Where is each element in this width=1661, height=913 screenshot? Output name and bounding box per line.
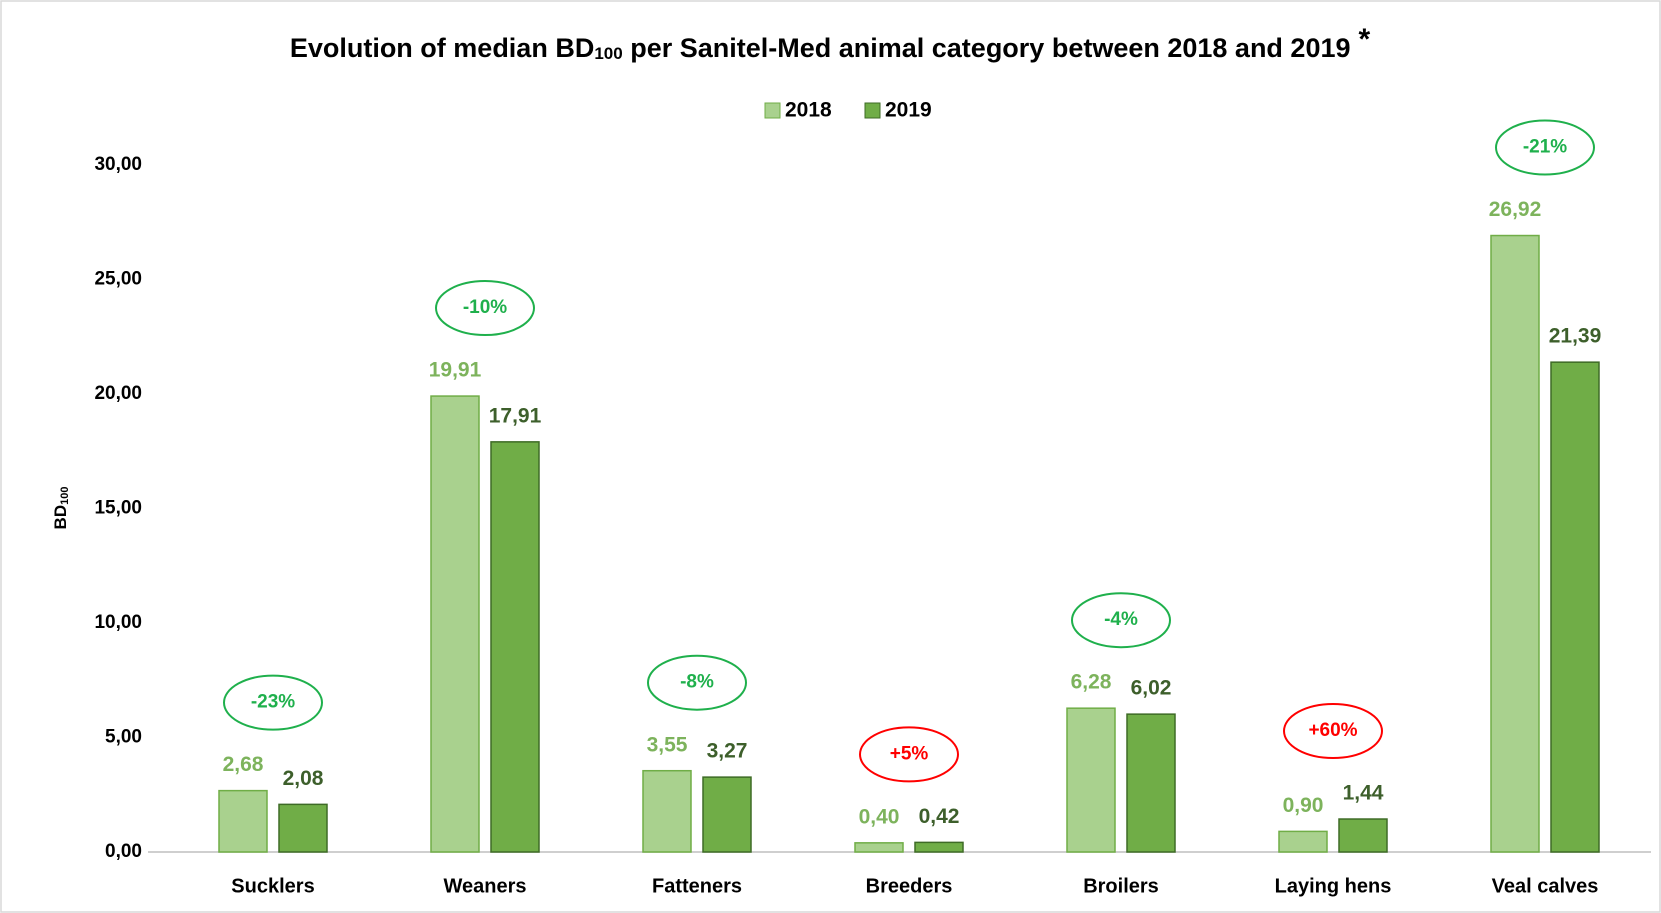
chart-title: Evolution of median BD100 per Sanitel-Me… [290, 23, 1371, 63]
data-label: 6,02 [1131, 677, 1172, 700]
annotation: -4% [1104, 609, 1138, 630]
title-part: * [1359, 23, 1371, 56]
annotation: -8% [680, 672, 714, 693]
bar [1490, 234, 1540, 853]
bar [1066, 707, 1116, 853]
bar [914, 841, 964, 853]
data-label: 17,91 [489, 404, 542, 427]
annotation: +60% [1308, 720, 1357, 741]
x-tick-label: Broilers [1083, 875, 1159, 897]
data-label: 0,40 [859, 805, 900, 828]
y-label-part: BD [51, 505, 70, 530]
bar [218, 789, 268, 853]
bar [854, 842, 904, 853]
bar [430, 395, 480, 853]
bar [278, 803, 328, 853]
annotation: -21% [1523, 137, 1567, 158]
annotation: -23% [251, 692, 295, 713]
data-label: 2,08 [283, 767, 324, 790]
y-tick-label: 0,00 [105, 841, 142, 862]
annotation-oval [1495, 119, 1595, 176]
annotation-oval [859, 726, 959, 783]
x-tick-label: Fatteners [652, 875, 742, 897]
y-axis-label: BD100 [51, 487, 70, 530]
legend-label: 2018 [785, 99, 832, 122]
title-part: Evolution of median BD [290, 33, 595, 63]
annotation-oval [435, 280, 535, 337]
title-part: 100 [594, 44, 622, 63]
annotation: -10% [463, 297, 507, 318]
y-tick-label: 10,00 [94, 612, 142, 633]
y-tick-label: 15,00 [94, 498, 142, 519]
x-tick-label: Breeders [866, 875, 953, 897]
x-tick-label: Veal calves [1492, 875, 1599, 897]
annotation-oval [647, 654, 747, 711]
data-label: 0,42 [919, 805, 960, 828]
bar [1338, 818, 1388, 853]
data-label: 21,39 [1549, 325, 1602, 348]
annotation-oval [1283, 703, 1383, 760]
x-tick-label: Weaners [443, 875, 526, 897]
data-label: 2,68 [223, 753, 264, 776]
bar [1126, 713, 1176, 853]
annotation: +5% [890, 743, 929, 764]
data-label: 26,92 [1489, 198, 1542, 221]
x-tick-label: Sucklers [231, 875, 314, 897]
data-label: 3,27 [707, 740, 748, 763]
bar [490, 441, 540, 853]
data-label: 0,90 [1283, 794, 1324, 817]
y-label-part: 100 [59, 487, 71, 505]
data-label: 6,28 [1071, 671, 1112, 694]
legend-label: 2019 [885, 99, 932, 122]
title-part: per Sanitel-Med animal category between … [623, 33, 1351, 63]
annotation-oval [1071, 592, 1171, 649]
y-tick-label: 30,00 [94, 154, 142, 175]
data-label: 19,91 [429, 359, 482, 382]
y-tick-label: 25,00 [94, 269, 142, 290]
data-label: 3,55 [647, 733, 688, 756]
y-tick-label: 20,00 [94, 383, 142, 404]
bar [1550, 361, 1600, 853]
annotation-oval [223, 674, 323, 731]
data-label: 1,44 [1343, 782, 1384, 805]
bar [1278, 830, 1328, 853]
bar [702, 776, 752, 853]
bar [642, 769, 692, 853]
x-tick-label: Laying hens [1275, 875, 1392, 897]
legend-swatch [764, 102, 781, 119]
y-tick-label: 5,00 [105, 727, 142, 748]
legend-swatch [864, 102, 881, 119]
